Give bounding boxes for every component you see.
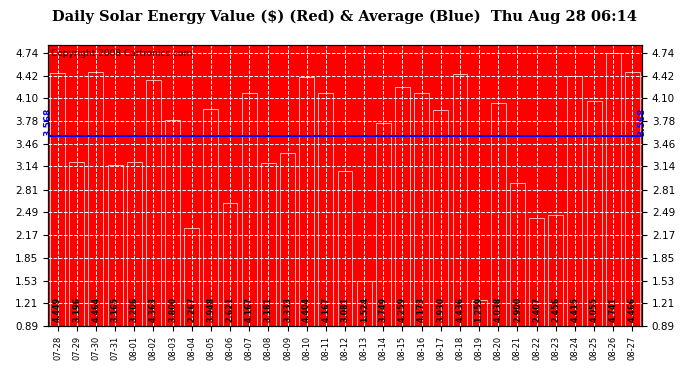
Bar <box>491 103 506 326</box>
Bar <box>108 165 123 326</box>
Text: 3.948: 3.948 <box>206 297 215 322</box>
Bar <box>567 76 582 326</box>
Text: 2.621: 2.621 <box>226 297 235 322</box>
Text: 4.363: 4.363 <box>149 297 158 322</box>
Bar <box>606 53 621 326</box>
Bar <box>529 218 544 326</box>
Text: 1.259: 1.259 <box>475 297 484 322</box>
Bar <box>165 120 180 326</box>
Bar <box>261 164 276 326</box>
Text: 4.404: 4.404 <box>302 297 311 322</box>
Bar <box>453 74 467 326</box>
Bar <box>337 171 353 326</box>
Bar <box>395 87 410 326</box>
Text: Daily Solar Energy Value ($) (Red) & Average (Blue)  Thu Aug 28 06:14: Daily Solar Energy Value ($) (Red) & Ave… <box>52 9 638 24</box>
Bar <box>357 281 372 326</box>
Text: 4.466: 4.466 <box>628 297 637 322</box>
Text: 4.741: 4.741 <box>609 297 618 322</box>
Text: 2.267: 2.267 <box>187 297 196 322</box>
Text: 3.568: 3.568 <box>43 108 52 136</box>
Bar <box>376 123 391 326</box>
Text: 4.173: 4.173 <box>417 297 426 322</box>
Text: Copyright 2008 Cartronics.com: Copyright 2008 Cartronics.com <box>51 49 193 58</box>
Text: 4.167: 4.167 <box>245 297 254 322</box>
Bar <box>88 72 104 326</box>
Bar <box>223 203 237 326</box>
Text: 3.749: 3.749 <box>379 297 388 322</box>
Bar <box>280 153 295 326</box>
Text: 3.206: 3.206 <box>130 297 139 322</box>
Bar <box>549 215 563 326</box>
Bar <box>184 228 199 326</box>
Bar <box>433 110 448 326</box>
Bar <box>204 109 218 326</box>
Text: 3.930: 3.930 <box>436 297 445 322</box>
Text: 3.181: 3.181 <box>264 297 273 322</box>
Bar <box>69 162 84 326</box>
Text: 4.464: 4.464 <box>91 297 100 322</box>
Bar <box>50 74 65 326</box>
Text: 4.038: 4.038 <box>494 297 503 322</box>
Text: 4.167: 4.167 <box>322 297 331 322</box>
Text: 2.456: 2.456 <box>551 297 560 322</box>
Text: 2.900: 2.900 <box>513 297 522 322</box>
Text: 3.165: 3.165 <box>110 297 119 322</box>
Bar <box>241 93 257 326</box>
Text: 4.259: 4.259 <box>398 297 407 322</box>
Text: 2.407: 2.407 <box>532 297 541 322</box>
Text: 4.055: 4.055 <box>590 297 599 322</box>
Text: 4.449: 4.449 <box>53 297 62 322</box>
Text: 4.436: 4.436 <box>455 297 464 322</box>
Text: 3.568: 3.568 <box>638 108 647 136</box>
Bar <box>318 93 333 326</box>
Text: 1.524: 1.524 <box>359 297 368 322</box>
Bar <box>472 300 486 326</box>
Bar <box>414 93 429 326</box>
Text: 3.800: 3.800 <box>168 297 177 322</box>
Bar <box>127 162 141 326</box>
Text: 3.081: 3.081 <box>340 297 350 322</box>
Bar <box>586 101 602 326</box>
Bar <box>299 76 314 326</box>
Text: 4.415: 4.415 <box>571 297 580 322</box>
Bar <box>625 72 640 326</box>
Bar <box>510 183 525 326</box>
Text: 3.333: 3.333 <box>283 297 292 322</box>
Bar <box>146 80 161 326</box>
Text: 3.196: 3.196 <box>72 297 81 322</box>
